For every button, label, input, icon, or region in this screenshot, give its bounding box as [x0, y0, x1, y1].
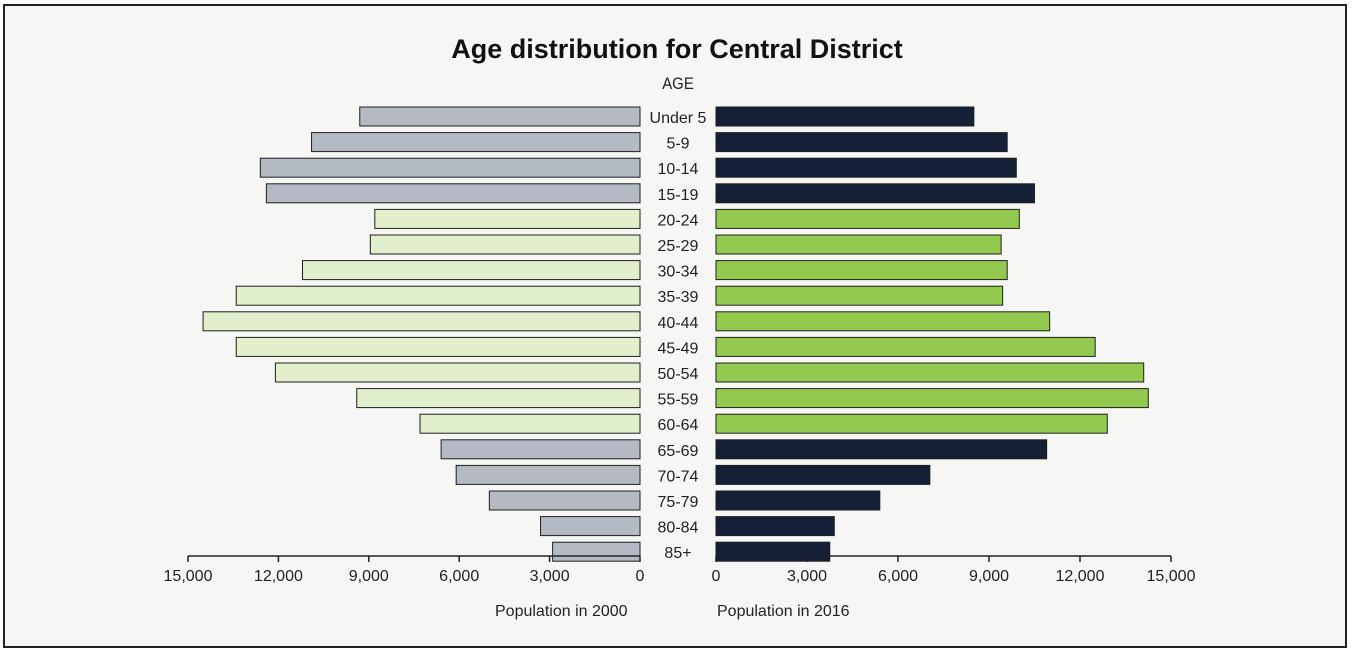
- tick-label: 3,000: [530, 568, 570, 585]
- right-axis-title: Population in 2016: [717, 603, 850, 620]
- bar-2000: [369, 234, 641, 255]
- bar-2000: [540, 516, 641, 537]
- bar-2016: [715, 388, 1149, 409]
- tick-label: 6,000: [439, 568, 479, 585]
- bar-2000: [356, 388, 641, 409]
- bar-2000: [302, 260, 641, 281]
- age-label: 15-19: [658, 187, 699, 204]
- left-bars-group: [202, 106, 641, 562]
- age-label: 80-84: [658, 520, 699, 537]
- tick-label: 12,000: [1056, 568, 1105, 585]
- bar-2000: [311, 132, 641, 153]
- bar-2000: [440, 439, 641, 460]
- age-label: 60-64: [658, 417, 699, 434]
- age-label: 20-24: [658, 212, 699, 229]
- bar-2000: [274, 362, 641, 383]
- tick-label: 0: [712, 568, 721, 585]
- age-label: 35-39: [658, 289, 699, 306]
- age-label: 10-14: [658, 161, 699, 178]
- tick-label: 15,000: [1147, 568, 1196, 585]
- bar-2016: [715, 362, 1145, 383]
- age-label: 75-79: [658, 494, 699, 511]
- tick-label: 15,000: [164, 568, 213, 585]
- tick-label: 12,000: [254, 568, 303, 585]
- bar-2016: [715, 260, 1008, 281]
- age-label: Under 5: [650, 110, 707, 127]
- bar-2000: [202, 311, 641, 332]
- bar-2016: [715, 516, 835, 537]
- tick-label: 6,000: [878, 568, 918, 585]
- age-label: 70-74: [658, 468, 699, 485]
- bar-2000: [235, 336, 641, 357]
- bar-2016: [715, 208, 1020, 229]
- bar-2016: [715, 490, 881, 511]
- bar-2000: [374, 208, 641, 229]
- age-label: 85+: [664, 545, 691, 562]
- bar-2016: [715, 106, 975, 127]
- bar-2016: [715, 311, 1051, 332]
- age-axis-heading: AGE: [662, 74, 694, 93]
- bar-2016: [715, 234, 1002, 255]
- left-axis: 15,000 12,000 9,000 6,000 3,000 0: [164, 555, 645, 585]
- age-label: 50-54: [658, 366, 699, 383]
- bar-2016: [715, 183, 1035, 204]
- chart-title: Age distribution for Central District: [451, 34, 903, 64]
- age-label: 40-44: [658, 315, 699, 332]
- bar-2016: [715, 413, 1108, 434]
- age-label: 25-29: [658, 238, 699, 255]
- age-label: 5-9: [666, 136, 689, 153]
- bar-2016: [715, 336, 1096, 357]
- tick-label: 9,000: [969, 568, 1009, 585]
- right-bars-group: [715, 106, 1149, 562]
- bar-2016: [715, 464, 931, 485]
- right-axis: 0 3,000 6,000 9,000 12,000 15,000: [712, 555, 1196, 585]
- tick-label: 0: [636, 568, 645, 585]
- tick-label: 3,000: [787, 568, 827, 585]
- left-axis-title: Population in 2000: [495, 603, 628, 620]
- bar-2000: [419, 413, 641, 434]
- bar-2016: [715, 157, 1017, 178]
- age-labels-group: Under 5 5-9 10-14 15-19 20-24 25-29 30-34 35-39…: [650, 110, 707, 562]
- bar-2000: [488, 490, 641, 511]
- age-label: 45-49: [658, 340, 699, 357]
- age-label: 55-59: [658, 392, 699, 409]
- bar-2000: [455, 464, 641, 485]
- bar-2000: [265, 183, 641, 204]
- bar-2016: [715, 132, 1008, 153]
- age-label: 65-69: [658, 443, 699, 460]
- bar-2000: [359, 106, 641, 127]
- bar-2000: [552, 541, 641, 562]
- tick-label: 9,000: [349, 568, 389, 585]
- bar-2016: [715, 439, 1048, 460]
- bar-2000: [235, 285, 641, 306]
- bar-2016: [715, 541, 831, 562]
- bar-2000: [259, 157, 641, 178]
- age-label: 30-34: [658, 264, 699, 281]
- bar-2016: [715, 285, 1004, 306]
